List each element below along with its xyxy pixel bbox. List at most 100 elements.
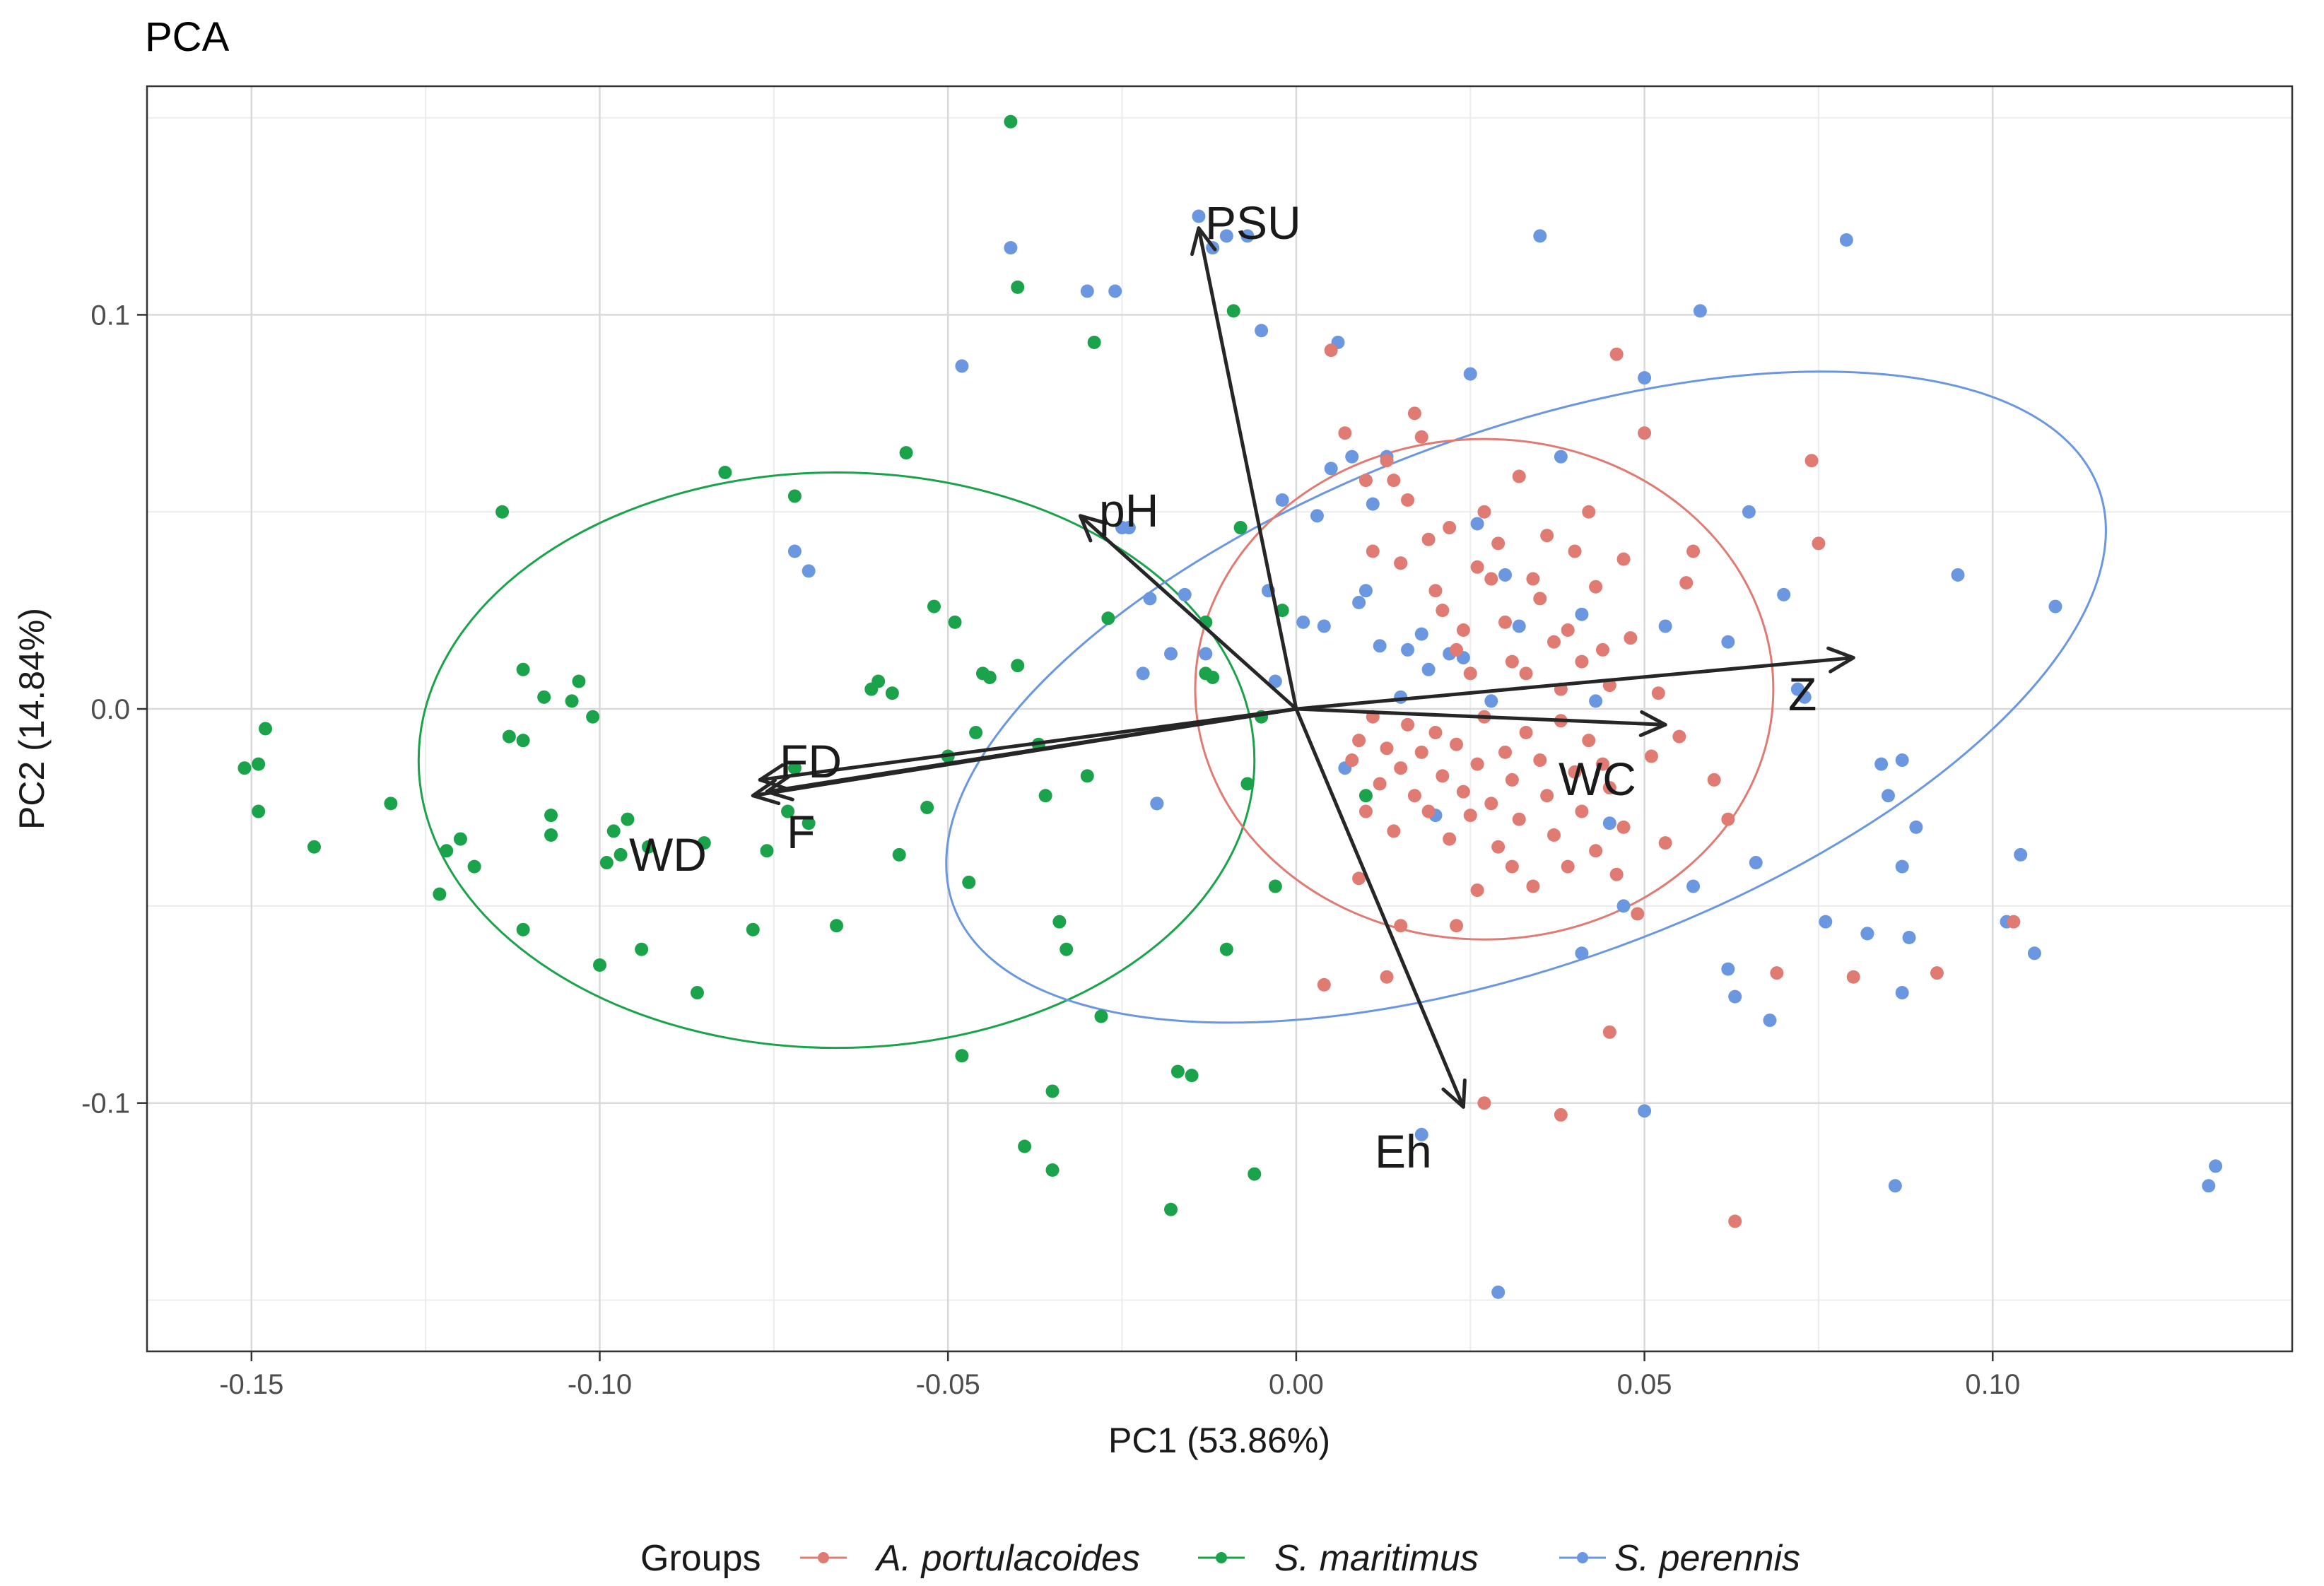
point	[802, 816, 816, 830]
point	[1512, 619, 1526, 633]
point	[1170, 1064, 1185, 1079]
point	[1470, 757, 1484, 771]
point	[1421, 532, 1436, 546]
point	[1136, 666, 1150, 681]
x-tick-label: 0.00	[1269, 1369, 1324, 1400]
point	[621, 812, 635, 826]
point	[746, 922, 760, 936]
loading-label-ph: pH	[1099, 484, 1158, 536]
point	[252, 757, 266, 771]
point	[1777, 587, 1791, 601]
point	[1470, 560, 1484, 574]
y-tick-label: -0.1	[81, 1088, 130, 1120]
point	[1505, 773, 1519, 787]
point	[1060, 942, 1074, 956]
point	[1561, 623, 1575, 638]
point	[1143, 592, 1157, 606]
point	[1038, 789, 1052, 803]
point	[920, 800, 934, 814]
point	[1672, 729, 1686, 744]
point	[1011, 280, 1025, 294]
point	[1240, 777, 1255, 791]
point	[1582, 505, 1596, 519]
legend-key-point	[1216, 1552, 1227, 1563]
point	[955, 359, 969, 373]
point	[1358, 474, 1373, 488]
point	[787, 761, 802, 775]
point	[1686, 544, 1701, 558]
point	[1366, 497, 1380, 511]
point	[1045, 1084, 1060, 1098]
point	[1296, 615, 1310, 629]
point	[384, 797, 398, 811]
point	[1080, 284, 1094, 298]
point	[1345, 450, 1359, 464]
point	[1895, 986, 1909, 1000]
point	[1575, 654, 1589, 669]
point	[1401, 642, 1415, 657]
point	[1860, 927, 1874, 941]
point	[1575, 804, 1589, 818]
point	[1414, 1127, 1428, 1141]
point	[1380, 741, 1394, 756]
point	[1554, 450, 1568, 464]
point	[1491, 536, 1506, 551]
point	[606, 824, 621, 838]
point	[572, 674, 586, 688]
arrowhead-f	[765, 775, 794, 801]
point	[1199, 666, 1213, 681]
point	[1366, 544, 1380, 558]
point	[1317, 977, 1331, 992]
point	[1589, 694, 1603, 708]
point	[1609, 867, 1624, 881]
point	[1421, 662, 1436, 676]
point	[1602, 781, 1616, 795]
point	[2007, 915, 2021, 929]
point	[1575, 607, 1589, 621]
point	[1547, 828, 1561, 842]
point	[1470, 883, 1484, 898]
point	[872, 674, 886, 688]
legend-entry-s-perennis: S. perennis	[1559, 1538, 1800, 1579]
point	[802, 564, 816, 578]
loading-labels: PSU pH Z WC Eh FD WD F	[629, 196, 1817, 1177]
point	[1909, 820, 1923, 834]
point	[1387, 824, 1401, 838]
point	[1505, 859, 1519, 874]
point	[1616, 899, 1631, 913]
point	[1373, 639, 1387, 653]
point	[1533, 229, 1547, 243]
point	[599, 856, 614, 870]
point	[787, 489, 802, 503]
arrowhead-wd	[751, 778, 781, 806]
point	[1498, 745, 1513, 759]
point	[1602, 1025, 1616, 1039]
point	[1087, 335, 1101, 349]
point	[495, 505, 510, 519]
point	[1463, 367, 1477, 381]
point	[1526, 572, 1540, 586]
point	[1895, 753, 1909, 768]
point	[1797, 690, 1812, 704]
point	[1498, 615, 1513, 629]
point	[1352, 734, 1366, 748]
point	[516, 662, 530, 676]
point	[1595, 757, 1609, 771]
point	[1742, 505, 1756, 519]
point	[1484, 694, 1498, 708]
point	[1052, 915, 1067, 929]
point	[1045, 1163, 1060, 1177]
arrowhead-ph	[1078, 514, 1108, 543]
point	[2048, 599, 2062, 613]
point	[1484, 572, 1498, 586]
point	[1219, 229, 1233, 243]
point	[453, 832, 467, 846]
point	[1394, 919, 1408, 933]
point	[1721, 812, 1735, 826]
point	[1812, 536, 1826, 551]
loading-arrow-psu	[1197, 226, 1298, 711]
series-s-perennis	[787, 209, 2223, 1299]
point	[1930, 966, 1944, 980]
point	[1450, 642, 1464, 657]
